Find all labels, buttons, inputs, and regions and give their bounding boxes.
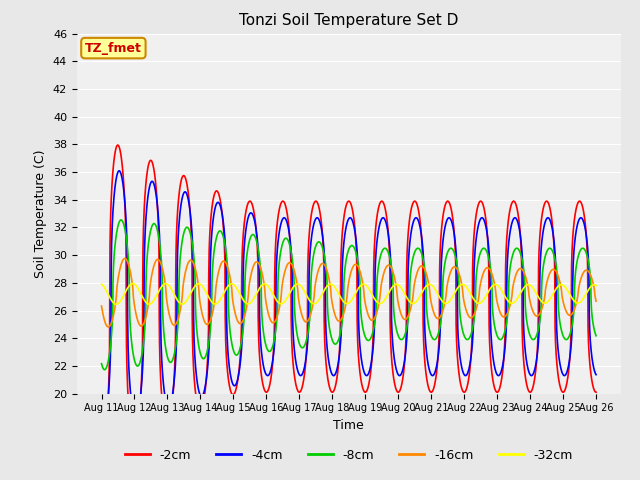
-16cm xyxy=(563,309,570,315)
-32cm xyxy=(113,301,120,307)
-16cm xyxy=(493,295,500,301)
Line: -16cm: -16cm xyxy=(102,259,596,327)
-2cm xyxy=(98,453,106,459)
-16cm xyxy=(549,266,557,272)
-32cm xyxy=(98,281,106,287)
-2cm xyxy=(563,383,570,389)
-16cm xyxy=(592,298,600,304)
Title: Tonzi Soil Temperature Set D: Tonzi Soil Temperature Set D xyxy=(239,13,458,28)
-8cm xyxy=(549,249,557,254)
Line: -32cm: -32cm xyxy=(102,284,596,304)
-32cm xyxy=(129,281,136,287)
-2cm xyxy=(374,210,381,216)
-32cm xyxy=(592,282,600,288)
Y-axis label: Soil Temperature (C): Soil Temperature (C) xyxy=(35,149,47,278)
-2cm xyxy=(492,389,500,395)
-4cm xyxy=(236,363,244,369)
Line: -2cm: -2cm xyxy=(102,145,596,456)
-4cm xyxy=(493,371,500,376)
-16cm xyxy=(98,303,106,309)
-4cm xyxy=(99,425,106,431)
-8cm xyxy=(98,361,106,367)
-16cm xyxy=(104,324,112,330)
Legend: -2cm, -4cm, -8cm, -16cm, -32cm: -2cm, -4cm, -8cm, -16cm, -32cm xyxy=(120,444,578,467)
-8cm xyxy=(236,346,244,352)
-2cm xyxy=(114,142,122,148)
-8cm xyxy=(563,336,570,342)
-16cm xyxy=(121,256,129,262)
-8cm xyxy=(363,337,371,343)
-4cm xyxy=(363,372,371,378)
-16cm xyxy=(236,321,244,326)
-2cm xyxy=(236,361,243,367)
-8cm xyxy=(592,333,600,339)
-8cm xyxy=(100,367,108,372)
-32cm xyxy=(374,300,381,306)
-4cm xyxy=(374,232,381,238)
Line: -4cm: -4cm xyxy=(102,171,596,428)
Line: -8cm: -8cm xyxy=(102,220,596,370)
-4cm xyxy=(115,168,123,174)
-32cm xyxy=(563,286,570,292)
Text: TZ_fmet: TZ_fmet xyxy=(85,42,142,55)
-4cm xyxy=(549,229,557,235)
-2cm xyxy=(592,389,600,395)
-4cm xyxy=(98,424,106,430)
-4cm xyxy=(563,370,570,376)
-8cm xyxy=(117,217,125,223)
-32cm xyxy=(236,291,244,297)
-2cm xyxy=(548,223,556,229)
-4cm xyxy=(592,372,600,378)
-32cm xyxy=(549,291,557,297)
X-axis label: Time: Time xyxy=(333,419,364,432)
-16cm xyxy=(374,306,381,312)
-8cm xyxy=(493,331,500,336)
-32cm xyxy=(363,283,371,289)
-2cm xyxy=(363,388,371,394)
-16cm xyxy=(363,308,371,314)
-32cm xyxy=(493,282,500,288)
-8cm xyxy=(374,269,381,275)
